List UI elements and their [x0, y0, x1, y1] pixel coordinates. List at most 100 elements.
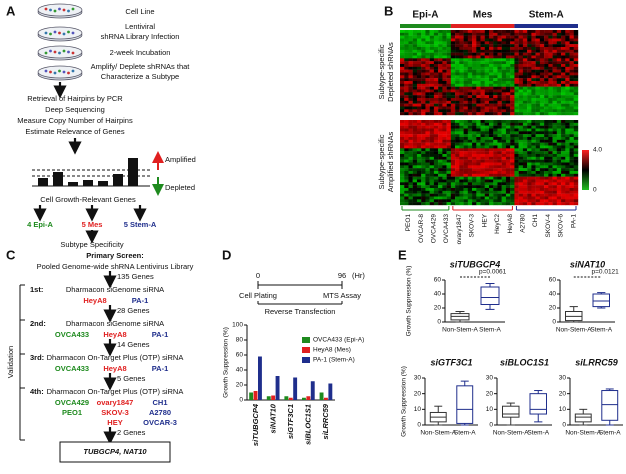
heatmap-cell — [408, 168, 413, 172]
heatmap-cell — [573, 171, 579, 175]
heatmap-cell — [489, 134, 494, 138]
cell — [44, 69, 48, 73]
heatmap-cell — [510, 83, 515, 87]
heatmap-cell — [510, 171, 515, 175]
heatmap-cell — [416, 165, 422, 169]
heatmap-cell — [480, 162, 485, 166]
heatmap-cell — [552, 92, 558, 96]
heatmap-cell — [455, 89, 460, 93]
heatmap-cell — [539, 159, 545, 163]
heatmap-cell — [476, 30, 481, 34]
heatmap-cell — [497, 35, 502, 39]
heatmap-cell — [544, 199, 549, 203]
heatmap-cell — [535, 120, 541, 124]
heatmap-cell — [552, 52, 558, 56]
heatmap-cell — [480, 49, 485, 53]
heatmap-cell — [544, 173, 549, 177]
heatmap-cell — [531, 64, 536, 68]
heatmap-cell — [510, 112, 515, 116]
heatmap-cell — [510, 196, 515, 200]
heatmap-cell — [446, 196, 452, 200]
heatmap-cell — [505, 49, 511, 53]
heatmap-cell — [505, 131, 511, 135]
heatmap-cell — [522, 98, 528, 102]
heatmap-cell — [459, 159, 464, 163]
heatmap-cell — [505, 202, 511, 206]
heatmap-cell — [544, 47, 549, 51]
heatmap-cell — [450, 179, 456, 183]
panel-label: E — [398, 247, 407, 262]
heatmap-cell — [531, 188, 536, 192]
heatmap-cell — [497, 44, 502, 48]
heatmap-cell — [493, 78, 498, 82]
heatmap-cell — [497, 30, 502, 34]
heatmap-cell — [531, 154, 536, 158]
heatmap-cell — [522, 199, 528, 203]
heatmap-cell — [493, 30, 498, 34]
heatmap-cell — [569, 78, 574, 82]
heatmap-cell — [497, 98, 502, 102]
heatmap-cell — [569, 32, 574, 36]
heatmap-cell — [569, 131, 574, 135]
heatmap-cell — [573, 83, 579, 87]
heatmap-cell — [433, 173, 439, 177]
cell — [71, 51, 75, 55]
heatmap-cell — [501, 41, 507, 45]
box — [456, 385, 474, 424]
heatmap-cell — [459, 103, 464, 107]
heatmap-cell — [556, 142, 562, 146]
heatmap-cell — [489, 137, 494, 141]
heatmap-cell — [463, 30, 469, 34]
heatmap-cell — [459, 148, 464, 152]
heatmap-cell — [573, 32, 579, 36]
heatmap-cell — [501, 125, 507, 129]
heatmap-cell — [552, 100, 558, 104]
heatmap-cell — [429, 171, 435, 175]
heatmap-cell — [565, 156, 570, 160]
heatmap-cell — [480, 78, 485, 82]
heatmap-cell — [455, 95, 460, 99]
heatmap-cell — [472, 154, 477, 158]
heatmap-cell — [446, 103, 452, 107]
heatmap-cell — [416, 190, 422, 194]
heatmap-cell — [459, 168, 464, 172]
heatmap-cell — [429, 139, 435, 143]
heatmap-cell — [493, 92, 498, 96]
cell-line-label: SKOV-6 — [558, 214, 565, 238]
heatmap-cell — [544, 55, 549, 59]
heatmap-cell — [510, 32, 515, 36]
heatmap-cell — [501, 139, 507, 143]
heatmap-cell — [446, 176, 452, 180]
heatmap-cell — [535, 199, 541, 203]
heatmap-cell — [544, 125, 549, 129]
heatmap-cell — [573, 100, 579, 104]
heatmap-cell — [425, 165, 430, 169]
heatmap-cell — [514, 128, 519, 132]
heatmap-cell — [569, 64, 574, 68]
heatmap-cell — [425, 112, 430, 116]
heatmap-cell — [565, 122, 570, 126]
heatmap-cell — [552, 81, 558, 85]
heatmap-cell — [480, 159, 485, 163]
heatmap-cell — [510, 38, 515, 42]
heatmap-cell — [433, 193, 439, 197]
heatmap-cell — [438, 165, 443, 169]
heatmap-cell — [425, 55, 430, 59]
heatmap-cell — [421, 109, 426, 113]
heatmap-cell — [450, 148, 456, 152]
heatmap-cell — [425, 72, 430, 76]
heatmap-cell — [493, 176, 498, 180]
heatmap-cell — [565, 95, 570, 99]
heatmap-cell — [425, 69, 430, 73]
cell — [67, 9, 70, 13]
heatmap-cell — [501, 69, 507, 73]
heatmap-cell — [438, 139, 443, 143]
heatmap-cell — [522, 156, 528, 160]
heatmap-cell — [514, 193, 519, 197]
heatmap-cell — [463, 86, 469, 90]
heatmap-cell — [438, 109, 443, 113]
heatmap-cell — [489, 202, 494, 206]
heatmap-cell — [565, 75, 570, 79]
heatmap-cell — [425, 58, 430, 62]
heatmap-cell — [510, 58, 515, 62]
